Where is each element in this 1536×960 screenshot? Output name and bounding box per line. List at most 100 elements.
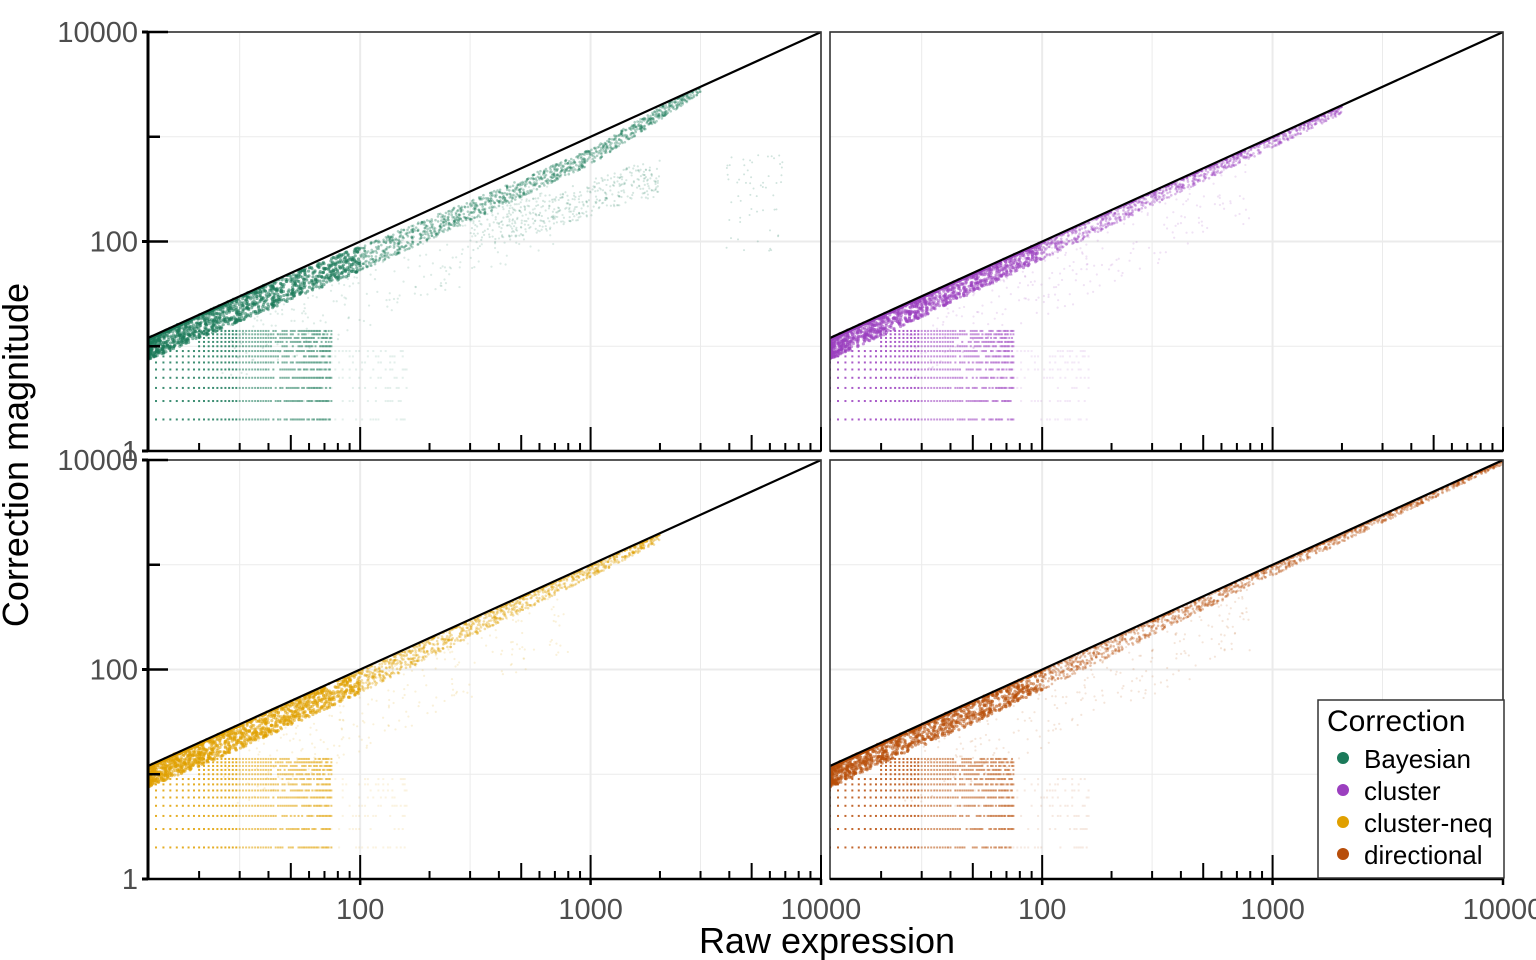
- point: [324, 345, 327, 348]
- point: [636, 177, 639, 181]
- point: [902, 329, 905, 332]
- point: [267, 368, 270, 371]
- point: [279, 386, 282, 389]
- point: [1005, 361, 1008, 364]
- point: [857, 386, 860, 389]
- point: [443, 266, 447, 269]
- point: [248, 418, 251, 421]
- point: [549, 168, 552, 171]
- point: [526, 177, 529, 181]
- point: [238, 312, 242, 316]
- point: [554, 199, 557, 202]
- point: [452, 219, 456, 223]
- point: [260, 319, 263, 322]
- point: [653, 121, 657, 125]
- point: [1016, 350, 1019, 353]
- point: [642, 177, 646, 180]
- point: [564, 162, 567, 165]
- point: [979, 350, 982, 353]
- point: [583, 153, 586, 156]
- point: [898, 329, 901, 332]
- point: [169, 368, 172, 371]
- point: [863, 355, 866, 358]
- point: [920, 340, 923, 343]
- point: [605, 142, 608, 146]
- point: [238, 329, 241, 332]
- point: [614, 146, 617, 150]
- point: [604, 148, 608, 152]
- point: [949, 345, 952, 348]
- point: [307, 296, 310, 299]
- point: [411, 240, 414, 244]
- point: [959, 368, 962, 371]
- point: [545, 169, 549, 173]
- point: [902, 340, 905, 343]
- point: [1011, 386, 1014, 389]
- point: [374, 249, 378, 253]
- point: [297, 270, 302, 274]
- point: [930, 345, 933, 348]
- point: [175, 386, 178, 389]
- point: [920, 376, 923, 379]
- point: [277, 333, 280, 336]
- point: [363, 244, 367, 248]
- point: [162, 386, 165, 389]
- point: [503, 196, 507, 200]
- point: [677, 102, 680, 106]
- point: [445, 269, 448, 273]
- point: [202, 361, 205, 364]
- point: [611, 184, 615, 187]
- point: [305, 278, 309, 282]
- point: [281, 376, 284, 379]
- point: [475, 215, 479, 219]
- point: [941, 361, 944, 364]
- point: [175, 418, 178, 421]
- point: [601, 202, 604, 205]
- point: [274, 324, 277, 327]
- point: [585, 150, 589, 153]
- point: [988, 333, 991, 336]
- point: [542, 173, 545, 176]
- point: [917, 361, 920, 364]
- point: [362, 262, 366, 265]
- point: [235, 376, 238, 379]
- point: [580, 165, 583, 169]
- point: [630, 174, 633, 177]
- point: [585, 201, 588, 204]
- point: [266, 307, 270, 311]
- point: [271, 287, 275, 291]
- point: [431, 262, 434, 265]
- point: [651, 117, 655, 120]
- point: [309, 355, 312, 358]
- point: [525, 178, 529, 181]
- point: [473, 208, 477, 211]
- point: [311, 400, 314, 403]
- point: [889, 336, 892, 339]
- point: [511, 184, 515, 188]
- point: [973, 333, 976, 336]
- point: [393, 245, 396, 248]
- point: [920, 329, 923, 332]
- point: [542, 171, 546, 175]
- point: [464, 216, 468, 220]
- point: [231, 386, 234, 389]
- point: [620, 195, 623, 199]
- point: [691, 91, 694, 94]
- point: [369, 258, 372, 261]
- point: [574, 206, 577, 209]
- point: [640, 125, 644, 128]
- point: [432, 230, 436, 233]
- point: [638, 185, 641, 188]
- point: [251, 355, 254, 358]
- point: [936, 376, 939, 379]
- point: [302, 329, 305, 332]
- point: [620, 132, 623, 135]
- point: [470, 227, 474, 230]
- point: [554, 167, 557, 171]
- point: [613, 142, 617, 145]
- point: [279, 295, 283, 299]
- point: [1033, 400, 1036, 403]
- point: [1008, 361, 1011, 364]
- point: [906, 345, 909, 348]
- point: [420, 236, 423, 239]
